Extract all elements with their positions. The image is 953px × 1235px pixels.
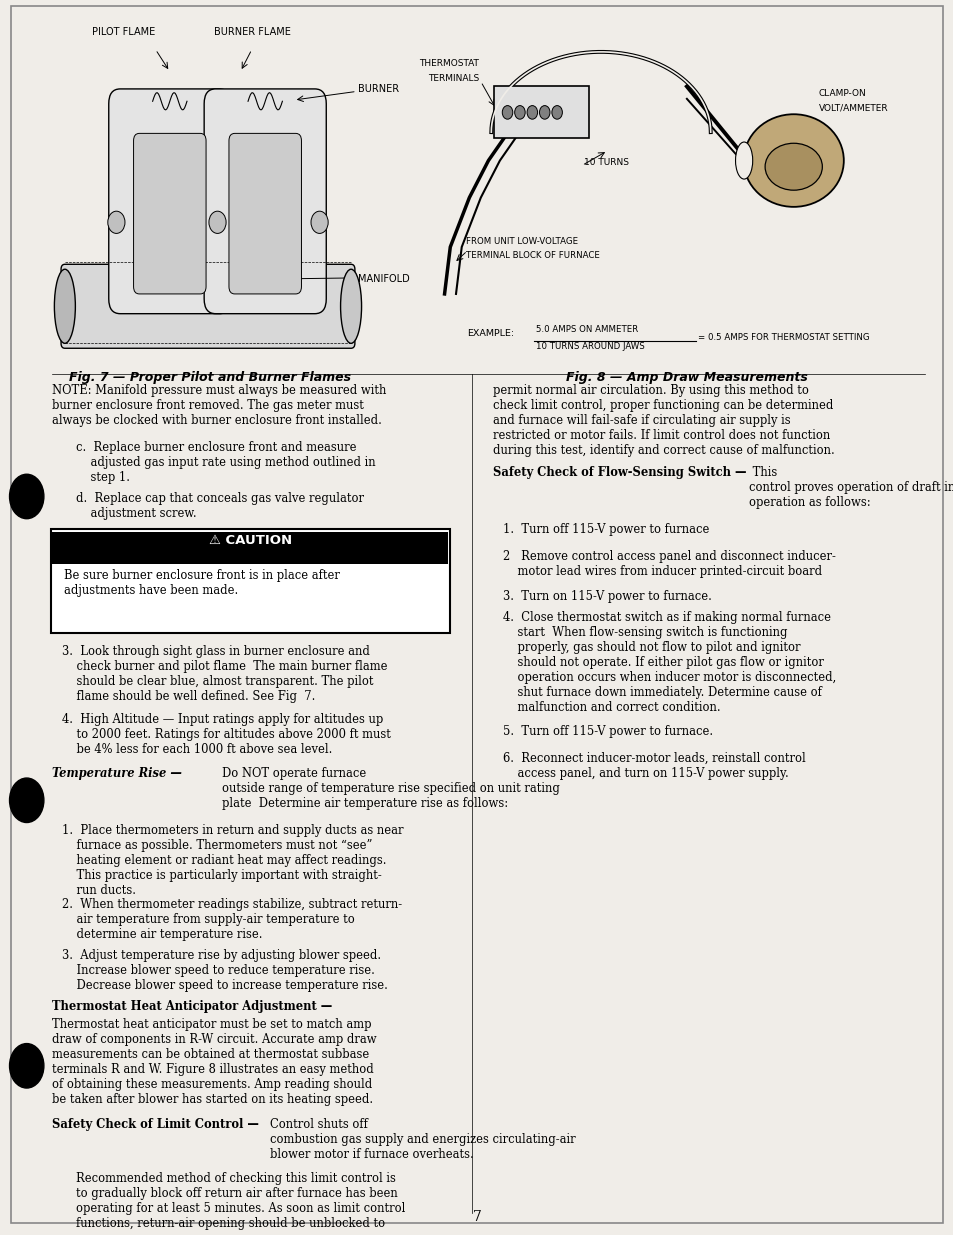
Text: Safety Check of Flow-Sensing Switch —: Safety Check of Flow-Sensing Switch — [493,467,746,479]
Text: Thermostat heat anticipator must be set to match amp
draw of components in R-W c: Thermostat heat anticipator must be set … [52,1019,376,1107]
Text: = 0.5 AMPS FOR THERMOSTAT SETTING: = 0.5 AMPS FOR THERMOSTAT SETTING [698,333,869,342]
Text: Fig. 8 — Amp Draw Measurements: Fig. 8 — Amp Draw Measurements [565,370,807,384]
Text: d.  Replace cap that conceals gas valve regulator
    adjustment screw.: d. Replace cap that conceals gas valve r… [76,492,364,520]
Circle shape [551,106,561,120]
Text: CLAMP-ON: CLAMP-ON [818,89,865,98]
Text: PILOT FLAME: PILOT FLAME [92,27,155,37]
Text: Safety Check of Limit Control —: Safety Check of Limit Control — [52,1118,259,1131]
Text: 1.  Turn off 115-V power to furnace: 1. Turn off 115-V power to furnace [502,524,708,536]
Circle shape [108,211,125,233]
Circle shape [527,106,537,120]
Text: 1.  Place thermometers in return and supply ducts as near
    furnace as possibl: 1. Place thermometers in return and supp… [62,824,403,897]
Circle shape [539,106,549,120]
Text: 7: 7 [472,1210,481,1224]
FancyBboxPatch shape [229,133,301,294]
Text: This
control proves operation of draft inducer  Check switch
operation as follow: This control proves operation of draft i… [748,467,953,510]
Circle shape [10,778,44,823]
Ellipse shape [54,269,75,343]
Text: 4.  High Altitude — Input ratings apply for altitudes up
    to 2000 feet. Ratin: 4. High Altitude — Input ratings apply f… [62,713,391,756]
Text: 3.  Look through sight glass in burner enclosure and
    check burner and pilot : 3. Look through sight glass in burner en… [62,645,387,703]
Text: MANIFOLD: MANIFOLD [357,274,409,284]
Circle shape [209,211,226,233]
Text: Do NOT operate furnace
outside range of temperature rise specified on unit ratin: Do NOT operate furnace outside range of … [222,767,559,810]
Text: 6.  Reconnect inducer-motor leads, reinstall control
    access panel, and turn : 6. Reconnect inducer-motor leads, reinst… [502,752,804,781]
Ellipse shape [340,269,361,343]
Text: BURNER: BURNER [357,84,398,94]
Text: TERMINALS: TERMINALS [427,74,478,83]
Text: 10 TURNS AROUND JAWS: 10 TURNS AROUND JAWS [536,342,644,351]
Text: 5.0 AMPS ON AMMETER: 5.0 AMPS ON AMMETER [536,325,638,333]
Text: THERMOSTAT: THERMOSTAT [418,59,478,68]
Circle shape [10,1044,44,1088]
Circle shape [311,211,328,233]
Circle shape [10,474,44,519]
Text: 3.  Turn on 115-V power to furnace.: 3. Turn on 115-V power to furnace. [502,590,711,603]
Text: NOTE: Manifold pressure must always be measured with
burner enclosure front remo: NOTE: Manifold pressure must always be m… [52,384,386,427]
Text: BURNER FLAME: BURNER FLAME [214,27,291,37]
Text: Be sure burner enclosure front is in place after
adjustments have been made.: Be sure burner enclosure front is in pla… [64,569,339,597]
Text: FROM UNIT LOW-VOLTAGE: FROM UNIT LOW-VOLTAGE [465,237,578,246]
Circle shape [501,106,513,120]
FancyBboxPatch shape [133,133,206,294]
FancyBboxPatch shape [109,89,231,314]
Text: Fig. 7 — Proper Pilot and Burner Flames: Fig. 7 — Proper Pilot and Burner Flames [69,370,351,384]
Ellipse shape [742,115,842,206]
Text: 2.  When thermometer readings stabilize, subtract return-
    air temperature fr: 2. When thermometer readings stabilize, … [62,898,402,941]
Text: 3.  Adjust temperature rise by adjusting blower speed.
    Increase blower speed: 3. Adjust temperature rise by adjusting … [62,948,388,992]
FancyBboxPatch shape [494,86,588,138]
Text: 5.  Turn off 115-V power to furnace.: 5. Turn off 115-V power to furnace. [502,725,712,739]
Text: c.  Replace burner enclosure front and measure
    adjusted gas input rate using: c. Replace burner enclosure front and me… [76,441,375,484]
Text: 10 TURNS: 10 TURNS [583,158,628,167]
Text: Temperature Rise —: Temperature Rise — [52,767,186,781]
Circle shape [515,106,524,120]
Text: Control shuts off
combustion gas supply and energizes circulating-air
blower mot: Control shuts off combustion gas supply … [270,1118,575,1161]
Text: EXAMPLE:: EXAMPLE: [467,329,514,337]
Bar [52,532,448,564]
Text: 4.  Close thermostat switch as if making normal furnace
    start  When flow-sen: 4. Close thermostat switch as if making … [502,611,835,714]
Text: permit normal air circulation. By using this method to
check limit control, prop: permit normal air circulation. By using … [493,384,834,457]
Text: Recommended method of checking this limit control is
to gradually block off retu: Recommended method of checking this limi… [76,1172,405,1230]
Text: ⚠ CAUTION: ⚠ CAUTION [209,535,292,547]
Text: TERMINAL BLOCK OF FURNACE: TERMINAL BLOCK OF FURNACE [465,251,598,259]
FancyBboxPatch shape [204,89,326,314]
Text: VOLT/AMMETER: VOLT/AMMETER [818,104,887,112]
FancyBboxPatch shape [61,264,355,348]
Text: Thermostat Heat Anticipator Adjustment —: Thermostat Heat Anticipator Adjustment — [52,1000,333,1013]
FancyBboxPatch shape [51,530,450,634]
Text: 2   Remove control access panel and disconnect inducer-
    motor lead wires fro: 2 Remove control access panel and discon… [502,551,835,578]
Ellipse shape [735,142,752,179]
Ellipse shape [764,143,821,190]
